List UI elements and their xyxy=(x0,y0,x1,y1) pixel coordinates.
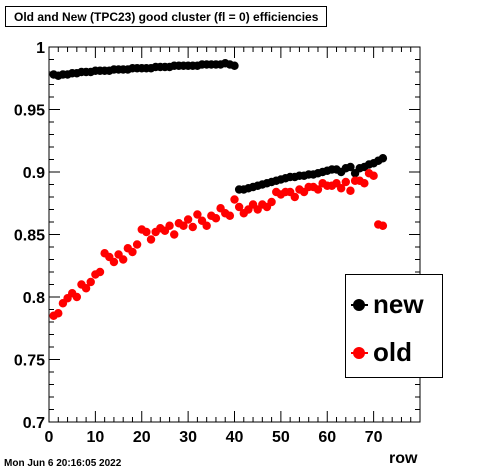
legend: new old xyxy=(345,274,443,378)
y-tick-label: 0.85 xyxy=(14,228,45,245)
legend-marker-old xyxy=(353,347,365,359)
legend-marker-new xyxy=(353,299,365,311)
data-point-old xyxy=(179,221,188,230)
y-tick-label: 1 xyxy=(36,40,45,57)
data-point-old xyxy=(346,186,355,195)
legend-label-old: old xyxy=(373,337,412,367)
timestamp: Mon Jun 6 20:16:05 2022 xyxy=(4,458,122,469)
data-point-old xyxy=(146,235,156,244)
data-point-old xyxy=(267,197,276,207)
x-tick-label: 70 xyxy=(365,429,383,446)
data-point-old xyxy=(290,192,299,202)
data-point-old xyxy=(360,179,369,188)
y-tick-label: 0.7 xyxy=(23,415,45,432)
data-point-old xyxy=(336,184,346,193)
legend-label-new: new xyxy=(373,289,424,319)
data-point-old xyxy=(341,177,350,187)
x-tick-label: 10 xyxy=(86,429,104,446)
data-point-old xyxy=(119,255,128,264)
x-tick-label: 30 xyxy=(179,429,197,446)
data-point-old xyxy=(95,267,105,277)
data-point-old xyxy=(81,284,91,293)
data-point-old xyxy=(128,247,137,257)
chart-title: Old and New (TPC23) good cluster (fl = 0… xyxy=(5,6,328,27)
data-point-old xyxy=(234,202,244,212)
data-point-new xyxy=(378,154,388,163)
data-point-old xyxy=(72,292,82,302)
data-point-new xyxy=(346,162,355,172)
data-point-old xyxy=(188,222,197,232)
data-point-old xyxy=(211,214,221,223)
data-point-old xyxy=(132,240,142,249)
legend-entry-new: new xyxy=(346,285,442,325)
data-point-old xyxy=(54,309,63,318)
x-tick-label: 40 xyxy=(226,429,244,446)
data-point-old xyxy=(193,210,202,219)
x-tick-label: 0 xyxy=(45,429,54,446)
data-point-old xyxy=(183,215,193,224)
y-tick-label: 0.95 xyxy=(14,103,45,120)
x-tick-label: 60 xyxy=(318,429,336,446)
data-point-old xyxy=(165,221,174,230)
data-point-old xyxy=(230,195,239,204)
data-point-old xyxy=(109,257,119,267)
x-tick-label: 50 xyxy=(272,429,290,446)
data-point-old xyxy=(202,221,211,230)
legend-entry-old: old xyxy=(346,333,442,373)
y-tick-label: 0.75 xyxy=(14,353,45,370)
x-tick-label: 20 xyxy=(133,429,151,446)
data-point-old xyxy=(86,277,95,287)
data-point-old xyxy=(170,230,179,239)
data-point-old xyxy=(142,227,151,237)
y-tick-label: 0.8 xyxy=(23,290,45,307)
x-axis-title: row xyxy=(389,450,418,467)
data-point-old xyxy=(313,185,323,194)
data-point-new xyxy=(230,61,239,70)
y-tick-label: 0.9 xyxy=(23,165,45,182)
data-point-old xyxy=(225,211,235,220)
data-point-old xyxy=(369,171,378,180)
data-point-old xyxy=(378,221,388,230)
